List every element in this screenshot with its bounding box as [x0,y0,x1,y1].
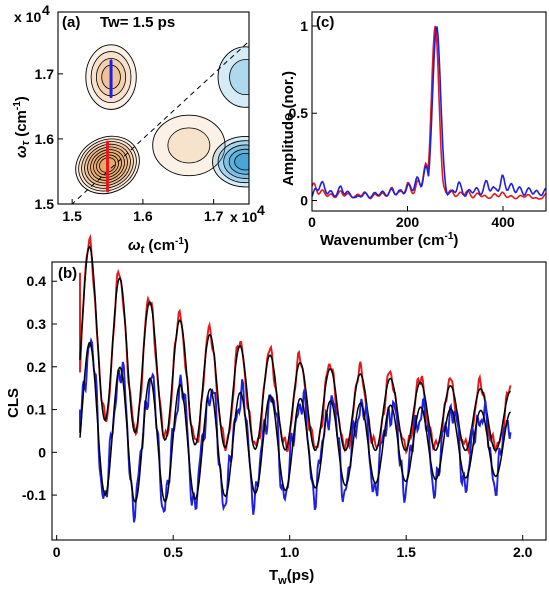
contour-level [228,148,249,175]
b-y-tick-label: 0.3 [27,316,47,332]
c-x-tick-label: 200 [396,214,420,230]
panel-a-frame [57,11,250,205]
b-y-tick-label: -0.1 [22,487,46,503]
panel-a-y-exponent: x 10 [14,9,41,25]
a-y-tick-label: 1.6 [35,131,55,147]
panel-a-label: (a) [62,14,80,31]
panel-a-title: Tw= 1.5 ps [100,14,175,31]
cls-fit-upper [79,245,511,452]
panel-b-x-label: Tw(ps) [269,567,314,587]
b-x-tick-label: 1.5 [396,544,416,560]
panel-c-spectrum: 0 200 400 0 0.5 1 (c) Wavenumber (cm-1) Ampli… [280,11,547,249]
panel-a-contour: 1.5 1.6 1.7 1.5 1.6 1.7 (a) Tw= 1.5 ps x 10 4… [12,2,265,256]
a-x-tick-label: 1.7 [204,208,224,224]
c-y-tick-label: 0 [300,193,308,209]
c-y-tick-label: 0.5 [289,105,309,121]
cls-fit-lower [79,341,512,503]
b-y-tick-label: 0.2 [27,359,47,375]
b-y-tick-label: 0.4 [27,273,47,289]
panel-a-y-label: ωτ (cm-1) [12,96,32,158]
panel-c-frame [311,11,547,212]
panel-a-y-exponent-power: 4 [42,2,50,18]
contour-level [229,59,249,96]
diagonal-line [71,40,249,204]
a-y-tick-label: 1.5 [35,196,55,212]
panel-c-y-label: Amplitude (nor.) [280,71,297,186]
b-x-tick-label: 0 [53,544,61,560]
contour-level [212,136,249,188]
panel-b-frame [51,261,547,541]
b-x-tick-label: 1.0 [280,544,300,560]
b-x-tick-label: 0.5 [163,544,183,560]
contour-level [217,46,249,108]
b-y-tick-label: 0 [38,444,46,460]
a-x-tick-label: 1.6 [133,208,153,224]
a-y-tick-label: 1.7 [35,66,55,82]
panel-c-label: (c) [316,14,334,31]
panel-a-x-label: ωt (cm-1) [128,236,189,256]
panel-a-x-exponent-power: 4 [257,202,265,218]
contour-level [234,152,249,171]
c-x-tick-label: 0 [308,214,316,230]
cls-data-lower [79,336,512,523]
c-x-tick-label: 400 [491,214,515,230]
contour-level [152,114,226,177]
contour-level [167,127,211,164]
contour-level [217,140,249,184]
a-x-tick-label: 1.5 [62,208,82,224]
c-y-tick-label: 1 [300,18,308,34]
b-y-tick-label: 0.1 [27,402,47,418]
spectrum-blue [311,26,547,199]
panel-b-label: (b) [58,265,77,282]
panel-b-cls: 0 0.5 1.0 1.5 2.0 -0.1 0 0.1 0.2 0.3 0.4 (b) Tw(ps… [5,233,547,587]
panel-c-x-label: Wavenumber (cm-1) [320,231,458,249]
panel-a-x-exponent: x 10 [230,209,257,225]
b-x-tick-label: 2.0 [513,544,533,560]
panel-b-y-label: CLS [5,388,22,418]
